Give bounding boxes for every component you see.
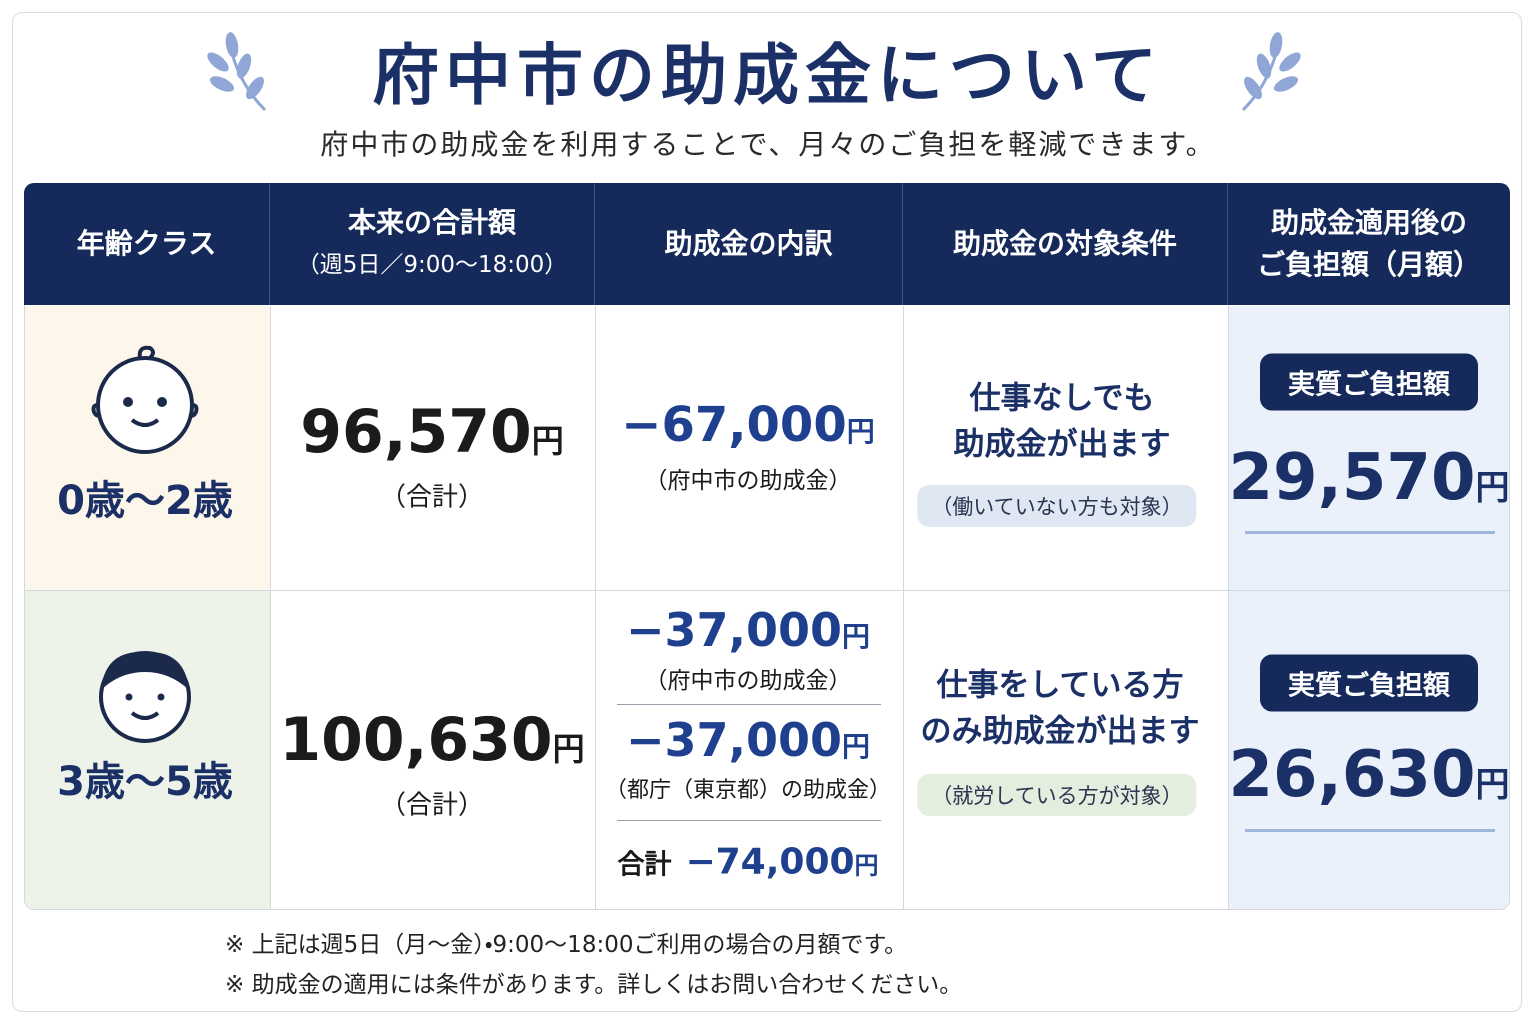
result-badge: 実質ご負担額: [1260, 654, 1478, 712]
cell: [596, 591, 904, 909]
frame: [12, 12, 1522, 1012]
amount: −67,000: [621, 397, 847, 453]
column-header: 助成金の対象条件: [903, 183, 1228, 305]
footnote: ※ 上記は週5日（月〜金）・9:00〜18:00ご利用の場合の月額です。: [225, 932, 908, 958]
header-text: 年齢クラス: [76, 227, 217, 260]
amount: 26,630: [1228, 738, 1476, 812]
underline: [1245, 829, 1495, 832]
subsidy-amount: −67,000円: [621, 397, 874, 453]
condition-line: 仕事なしでも: [969, 380, 1155, 417]
cell: [596, 306, 904, 591]
amount: −37,000: [625, 603, 843, 657]
total-note: （合計）: [379, 790, 485, 821]
result-cell: [1229, 591, 1509, 909]
column-header: 助成金の内訳: [595, 183, 903, 305]
unit: 円: [1475, 468, 1510, 508]
subsidy-amount: −37,000円: [626, 713, 870, 767]
baby-icon: [91, 345, 199, 454]
header-text: 助成金適用後の: [1270, 206, 1467, 239]
cell: [271, 306, 596, 591]
underline: [1245, 531, 1495, 534]
unit: 円: [846, 415, 875, 448]
column-header: 本来の合計額 （週5日／9:00〜18:00）: [270, 183, 595, 305]
subsidy-amount: −37,000円: [626, 603, 870, 657]
total-label: 合計: [617, 849, 672, 881]
subsidy-label: （府中市の助成金）: [644, 468, 852, 494]
subtitle: 府中市の助成金を利用することで、月々のご負担を軽減できます。: [320, 128, 1216, 161]
amount: −74,000: [685, 841, 855, 883]
total-note: （合計）: [379, 482, 485, 513]
unit: 円: [842, 730, 871, 763]
header-text: 助成金の内訳: [664, 227, 833, 260]
title: 府中市の助成金について: [372, 37, 1164, 114]
subsidy-label: （府中市の助成金）: [644, 668, 852, 694]
result-amount: 29,570円: [1229, 441, 1510, 515]
laurel-left: [207, 32, 267, 112]
total-amount: 96,570円: [300, 397, 564, 467]
condition-note: （働いていない方も対象）: [917, 485, 1197, 527]
unit: 円: [842, 620, 871, 653]
child-icon: [99, 651, 191, 743]
age-cell: [25, 591, 271, 909]
separator: [617, 820, 881, 821]
condition-line: 仕事をしている方: [936, 667, 1184, 704]
unit: 円: [552, 730, 585, 768]
breakdown-total: 合計 −74,000円: [617, 842, 878, 883]
result-amount: 26,630円: [1229, 738, 1510, 812]
column-header: 年齢クラス: [24, 183, 270, 305]
condition-line: のみ助成金が出ます: [920, 713, 1200, 750]
amount: −37,000: [625, 713, 843, 767]
amount: 100,630: [279, 705, 553, 775]
cell: [904, 306, 1229, 591]
subsidy-label: （都庁（東京都）の助成金）: [604, 778, 892, 803]
condition-line: 助成金が出ます: [953, 426, 1171, 463]
laurel-right: [1241, 32, 1301, 112]
cell: [271, 591, 596, 909]
header-text: ご負担額（月額）: [1256, 248, 1481, 281]
cell: [904, 591, 1229, 909]
header-subtext: （週5日／9:00〜18:00）: [296, 252, 568, 278]
header-text: 本来の合計額: [347, 206, 516, 239]
header-text: 助成金の対象条件: [952, 227, 1177, 260]
unit: 円: [531, 422, 564, 460]
total-amount: 100,630円: [279, 705, 584, 775]
unit: 円: [854, 851, 879, 880]
column-header: 助成金適用後の ご負担額（月額）: [1228, 183, 1510, 305]
footnote: ※ 助成金の適用には条件があります。詳しくはお問い合わせください。: [225, 972, 963, 998]
amount: 96,570: [300, 397, 532, 467]
amount: 29,570: [1228, 441, 1476, 515]
unit: 円: [1475, 765, 1510, 805]
result-badge: 実質ご負担額: [1260, 353, 1478, 411]
age-label: 3歳〜5歳: [57, 759, 233, 805]
age-label: 0歳〜2歳: [57, 478, 233, 524]
separator: [617, 704, 881, 705]
condition-note: （就労している方が対象）: [917, 774, 1197, 816]
